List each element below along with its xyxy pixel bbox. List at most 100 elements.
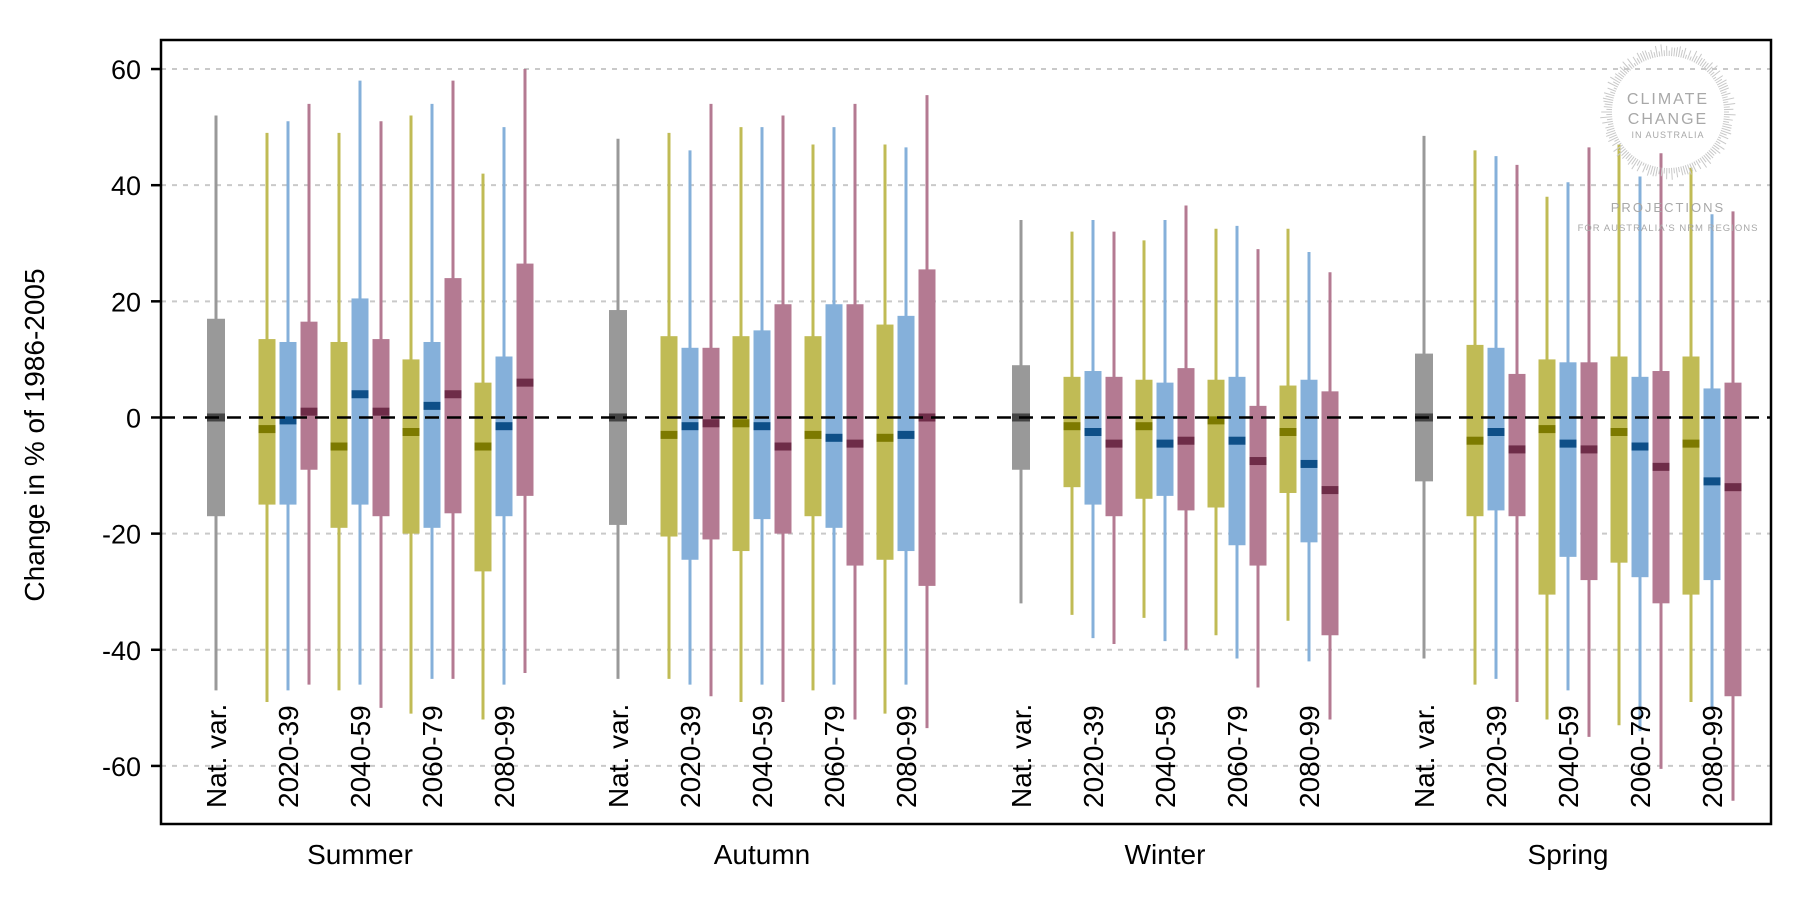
boxes bbox=[207, 69, 1742, 801]
sunburst-ray bbox=[1715, 78, 1723, 84]
sunburst-ray bbox=[1614, 76, 1622, 82]
sunburst-ray bbox=[1721, 127, 1731, 132]
period-label: 2080-99 bbox=[1294, 705, 1325, 808]
sunburst-ray bbox=[1722, 96, 1728, 99]
sunburst-ray bbox=[1604, 103, 1613, 106]
sunburst-ray bbox=[1610, 91, 1616, 95]
box-autumn-2020-39-median bbox=[681, 422, 699, 431]
sunburst-ray bbox=[1708, 149, 1715, 156]
box-winter-2020-39-box bbox=[1063, 376, 1081, 488]
natvar-autumn-median bbox=[609, 413, 627, 422]
box-summer-2020-39-box bbox=[258, 339, 276, 505]
sunburst-ray bbox=[1616, 148, 1626, 157]
box-spring-2080-99-median bbox=[1724, 483, 1742, 492]
box-spring-2020-39-box bbox=[1466, 344, 1484, 517]
sunburst-ray bbox=[1718, 84, 1728, 90]
sunburst-ray bbox=[1612, 81, 1620, 86]
sunburst-ray bbox=[1605, 125, 1614, 129]
sunburst-ray bbox=[1680, 49, 1684, 58]
period-label: 2080-99 bbox=[489, 705, 520, 808]
box-spring-2040-59-median bbox=[1580, 445, 1598, 454]
sunburst-ray bbox=[1646, 165, 1652, 176]
sunburst-ray bbox=[1695, 160, 1702, 170]
sunburst-ray bbox=[1607, 81, 1619, 88]
sunburst-ray bbox=[1614, 73, 1623, 80]
sunburst-ray bbox=[1607, 87, 1617, 92]
box-winter-2060-79-median bbox=[1228, 436, 1246, 445]
sunburst-ray bbox=[1716, 138, 1727, 145]
sunburst-ray bbox=[1723, 103, 1736, 106]
sunburst-icon bbox=[1600, 44, 1736, 180]
season-label-spring: Spring bbox=[1528, 839, 1609, 870]
period-label: 2060-79 bbox=[417, 705, 448, 808]
box-winter-2080-99-box bbox=[1321, 391, 1339, 636]
box-winter-2060-79-box bbox=[1228, 376, 1246, 546]
sunburst-ray bbox=[1719, 87, 1730, 92]
period-label: 2060-79 bbox=[1625, 705, 1656, 808]
box-summer-2040-59-box bbox=[351, 298, 369, 505]
sunburst-ray bbox=[1631, 157, 1637, 165]
sunburst-ray bbox=[1636, 52, 1643, 63]
sunburst-ray bbox=[1650, 49, 1654, 59]
sunburst-ray bbox=[1614, 138, 1620, 142]
sunburst-ray bbox=[1693, 55, 1698, 63]
box-spring-2080-99-box bbox=[1682, 356, 1700, 595]
box-summer-2060-79-median bbox=[444, 390, 462, 399]
sunburst-ray bbox=[1715, 140, 1721, 145]
period-label: 2040-59 bbox=[345, 705, 376, 808]
sunburst-ray bbox=[1691, 162, 1697, 173]
sunburst-ray bbox=[1701, 61, 1707, 68]
sunburst-ray bbox=[1602, 120, 1613, 124]
period-label: Nat. var. bbox=[603, 704, 634, 808]
box-winter-2080-99-box bbox=[1279, 385, 1297, 493]
sunburst-ray bbox=[1697, 57, 1703, 65]
sunburst-ray bbox=[1695, 53, 1703, 64]
sunburst-ray bbox=[1687, 164, 1692, 175]
watermark-line1: CLIMATE bbox=[1627, 91, 1709, 108]
y-tick-label: 20 bbox=[111, 287, 141, 317]
sunburst-ray bbox=[1631, 159, 1639, 170]
box-winter-2020-39-median bbox=[1105, 439, 1123, 448]
box-winter-2020-39-box bbox=[1084, 371, 1102, 505]
box-spring-2060-79-box bbox=[1652, 371, 1670, 604]
sunburst-ray bbox=[1699, 157, 1707, 168]
box-winter-2060-79-median bbox=[1207, 416, 1225, 425]
sunburst-ray bbox=[1711, 70, 1721, 78]
sunburst-ray bbox=[1718, 134, 1729, 140]
period-label: 2040-59 bbox=[1553, 705, 1584, 808]
sunburst-ray bbox=[1689, 163, 1694, 172]
season-label-summer: Summer bbox=[307, 839, 413, 870]
sunburst-ray bbox=[1622, 61, 1631, 71]
sunburst-ray bbox=[1703, 154, 1712, 165]
sunburst-ray bbox=[1693, 161, 1697, 166]
sunburst-ray bbox=[1723, 120, 1730, 123]
sunburst-ray bbox=[1610, 76, 1621, 84]
sunburst-ray bbox=[1697, 159, 1701, 164]
sunburst-ray bbox=[1699, 58, 1706, 67]
box-autumn-2060-79-box bbox=[825, 304, 843, 528]
box-spring-2060-79-box bbox=[1631, 376, 1649, 578]
sunburst-ray bbox=[1618, 72, 1625, 78]
box-summer-2060-79-median bbox=[402, 428, 420, 436]
sunburst-ray bbox=[1613, 87, 1618, 90]
sunburst-ray bbox=[1710, 148, 1717, 154]
box-autumn-2040-59-box bbox=[774, 304, 792, 534]
sunburst-ray bbox=[1644, 50, 1649, 60]
box-summer-2020-39-box bbox=[300, 321, 318, 470]
sunburst-ray bbox=[1720, 129, 1732, 135]
sunburst-ray bbox=[1716, 79, 1727, 86]
box-autumn-2040-59-median bbox=[753, 422, 771, 431]
season-labels: Summer Autumn Winter Spring bbox=[307, 839, 1608, 870]
box-autumn-2020-39-box bbox=[681, 347, 699, 560]
sunburst-ray bbox=[1603, 92, 1615, 97]
sunburst-ray bbox=[1612, 140, 1621, 147]
period-label: 2020-39 bbox=[1078, 705, 1109, 808]
box-spring-2060-79-median bbox=[1631, 442, 1649, 451]
sunburst-ray bbox=[1678, 46, 1682, 58]
watermark-logo: CLIMATE CHANGE IN AUSTRALIA PROJECTIONS … bbox=[1578, 44, 1757, 234]
box-winter-2020-39-median bbox=[1084, 428, 1102, 436]
sunburst-ray bbox=[1605, 95, 1614, 99]
box-winter-2040-59-median bbox=[1156, 439, 1174, 448]
sunburst-ray bbox=[1602, 97, 1614, 101]
